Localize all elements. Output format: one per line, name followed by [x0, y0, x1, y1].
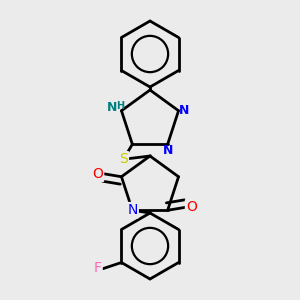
Text: O: O	[186, 200, 197, 214]
Text: S: S	[119, 152, 128, 166]
Text: H: H	[116, 101, 124, 111]
Text: N: N	[107, 101, 118, 114]
Text: F: F	[93, 262, 101, 275]
Text: N: N	[127, 203, 138, 217]
Text: N: N	[162, 144, 173, 157]
Text: O: O	[92, 167, 103, 181]
Text: N: N	[179, 104, 190, 117]
